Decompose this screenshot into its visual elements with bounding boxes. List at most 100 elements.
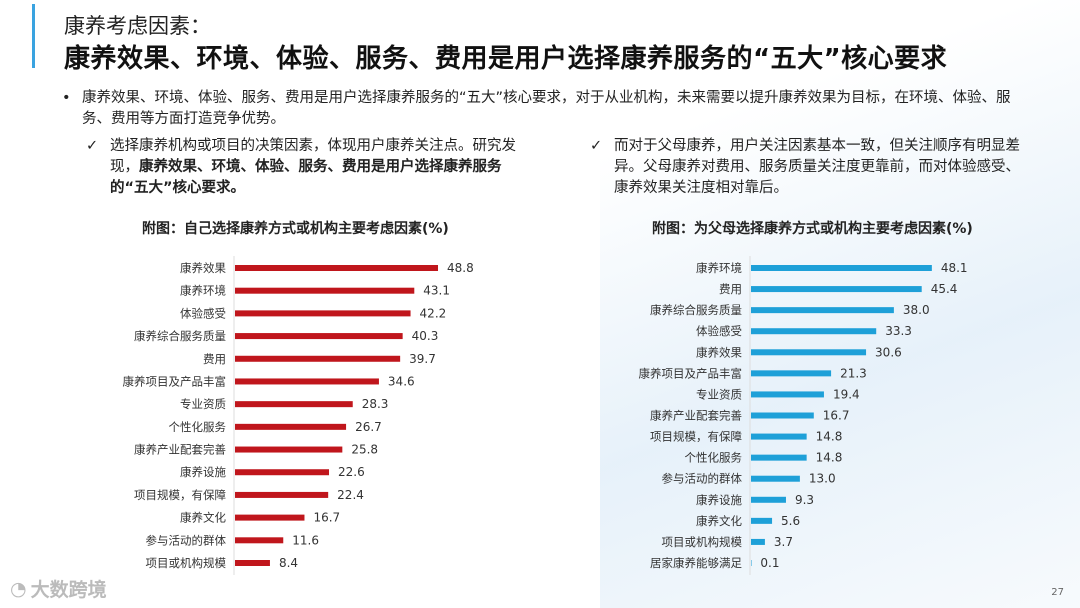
bar xyxy=(751,496,786,503)
bar xyxy=(751,265,932,271)
bar xyxy=(235,401,353,408)
category-label: 康养产业配套完善 xyxy=(650,409,742,423)
category-label: 项目或机构规模 xyxy=(146,556,227,570)
bar xyxy=(235,423,347,430)
accent-bar xyxy=(32,4,35,68)
value-label: 21.3 xyxy=(840,366,867,380)
value-label: 3.7 xyxy=(774,535,793,549)
category-label: 个性化服务 xyxy=(169,420,227,434)
category-label: 康养设施 xyxy=(180,465,226,479)
bar xyxy=(751,454,807,461)
page-title: 康养效果、环境、体验、服务、费用是用户选择康养服务的“五大”核心要求 xyxy=(64,44,948,74)
right-note-text: 而对于父母康养，用户关注因素基本一致，但关注顺序有明显差异。父母康养对费用、服务… xyxy=(614,138,1020,196)
category-label: 专业资质 xyxy=(180,397,226,411)
bar xyxy=(235,560,270,566)
bar xyxy=(235,514,305,521)
value-label: 43.1 xyxy=(423,284,450,298)
check-icon: ✓ xyxy=(590,138,603,154)
bar xyxy=(751,307,894,314)
bar xyxy=(235,287,415,294)
logo-text: 大数跨境 xyxy=(30,579,107,601)
value-label: 11.6 xyxy=(292,533,319,547)
category-label: 康养环境 xyxy=(696,261,742,275)
bar xyxy=(751,560,752,566)
value-label: 26.7 xyxy=(355,420,382,434)
category-label: 康养项目及产品丰富 xyxy=(123,374,227,388)
value-label: 38.0 xyxy=(903,303,930,317)
value-label: 8.4 xyxy=(279,556,298,570)
right-note: ✓ 而对于父母康养，用户关注因素基本一致，但关注顺序有明显差异。父母康养对费用、服… xyxy=(590,136,1020,199)
value-label: 9.3 xyxy=(795,493,814,507)
value-label: 22.6 xyxy=(338,465,365,479)
page-subtitle: 康养考虑因素： xyxy=(64,14,211,38)
bar xyxy=(751,286,922,293)
category-label: 个性化服务 xyxy=(685,451,743,465)
bar xyxy=(751,475,800,482)
bar xyxy=(751,538,765,545)
category-label: 康养效果 xyxy=(696,345,742,359)
category-label: 参与活动的群体 xyxy=(146,533,227,547)
value-label: 16.7 xyxy=(313,511,340,525)
right-chart-title: 附图：为父母选择康养方式或机构主要考虑因素(%) xyxy=(652,221,973,237)
value-label: 28.3 xyxy=(362,397,389,411)
bar xyxy=(235,446,343,453)
value-label: 14.8 xyxy=(816,451,843,465)
bar xyxy=(751,412,814,419)
value-label: 13.0 xyxy=(809,472,836,486)
category-label: 专业资质 xyxy=(696,387,742,401)
page-number: 27 xyxy=(1051,587,1064,598)
bar xyxy=(235,469,330,476)
category-label: 康养综合服务质量 xyxy=(134,329,226,343)
bar xyxy=(751,391,824,398)
value-label: 30.6 xyxy=(875,345,902,359)
category-label: 体验感受 xyxy=(180,306,226,320)
value-label: 40.3 xyxy=(412,329,439,343)
category-label: 康养环境 xyxy=(180,284,226,298)
category-label: 项目规模，有保障 xyxy=(650,430,742,444)
left-note-bold: 康养效果、环境、体验、服务、费用是用户选择康养服务的“五大”核心要求。 xyxy=(110,159,502,196)
bar xyxy=(235,491,329,498)
bar xyxy=(751,349,867,356)
logo: ◔ 大数跨境 xyxy=(10,575,107,602)
category-label: 费用 xyxy=(719,282,742,296)
value-label: 19.4 xyxy=(833,387,860,401)
value-label: 42.2 xyxy=(420,306,447,320)
category-label: 项目规模，有保障 xyxy=(134,488,226,502)
bar xyxy=(751,433,807,440)
left-note-text: 选择康养机构或项目的决策因素，体现用户康养关注点。研究发现， xyxy=(110,138,516,175)
bullet-icon: • xyxy=(62,90,71,106)
value-label: 0.1 xyxy=(760,556,779,570)
category-label: 项目或机构规模 xyxy=(662,535,743,549)
category-label: 康养综合服务质量 xyxy=(650,303,742,317)
value-label: 14.8 xyxy=(816,430,843,444)
bar xyxy=(235,378,379,385)
left-chart-title: 附图：自己选择康养方式或机构主要考虑因素(%) xyxy=(142,221,449,237)
value-label: 34.6 xyxy=(388,374,415,388)
summary-text: 康养效果、环境、体验、服务、费用是用户选择康养服务的“五大”核心要求，对于从业机… xyxy=(82,90,1011,127)
bar xyxy=(751,517,773,524)
logo-icon: ◔ xyxy=(10,577,27,600)
value-label: 39.7 xyxy=(409,352,436,366)
bar xyxy=(235,355,401,362)
bar xyxy=(235,265,439,271)
value-label: 22.4 xyxy=(337,488,364,502)
value-label: 16.7 xyxy=(823,409,850,423)
summary-bullet: • 康养效果、环境、体验、服务、费用是用户选择康养服务的“五大”核心要求，对于从业… xyxy=(62,88,1022,130)
category-label: 康养效果 xyxy=(180,261,226,275)
category-label: 体验感受 xyxy=(696,324,742,338)
category-label: 费用 xyxy=(203,352,226,366)
category-label: 康养设施 xyxy=(696,493,742,507)
value-label: 33.3 xyxy=(885,324,912,338)
bar xyxy=(751,370,832,377)
category-label: 康养文化 xyxy=(696,514,742,528)
value-label: 48.1 xyxy=(941,261,968,275)
value-label: 25.8 xyxy=(351,443,378,457)
left-note: ✓ 选择康养机构或项目的决策因素，体现用户康养关注点。研究发现，康养效果、环境、体… xyxy=(86,136,516,199)
category-label: 居家康养能够满足 xyxy=(650,556,742,570)
category-label: 康养产业配套完善 xyxy=(134,443,226,457)
value-label: 5.6 xyxy=(781,514,800,528)
bar xyxy=(235,333,403,340)
value-label: 48.8 xyxy=(447,261,474,275)
bar xyxy=(235,537,284,544)
